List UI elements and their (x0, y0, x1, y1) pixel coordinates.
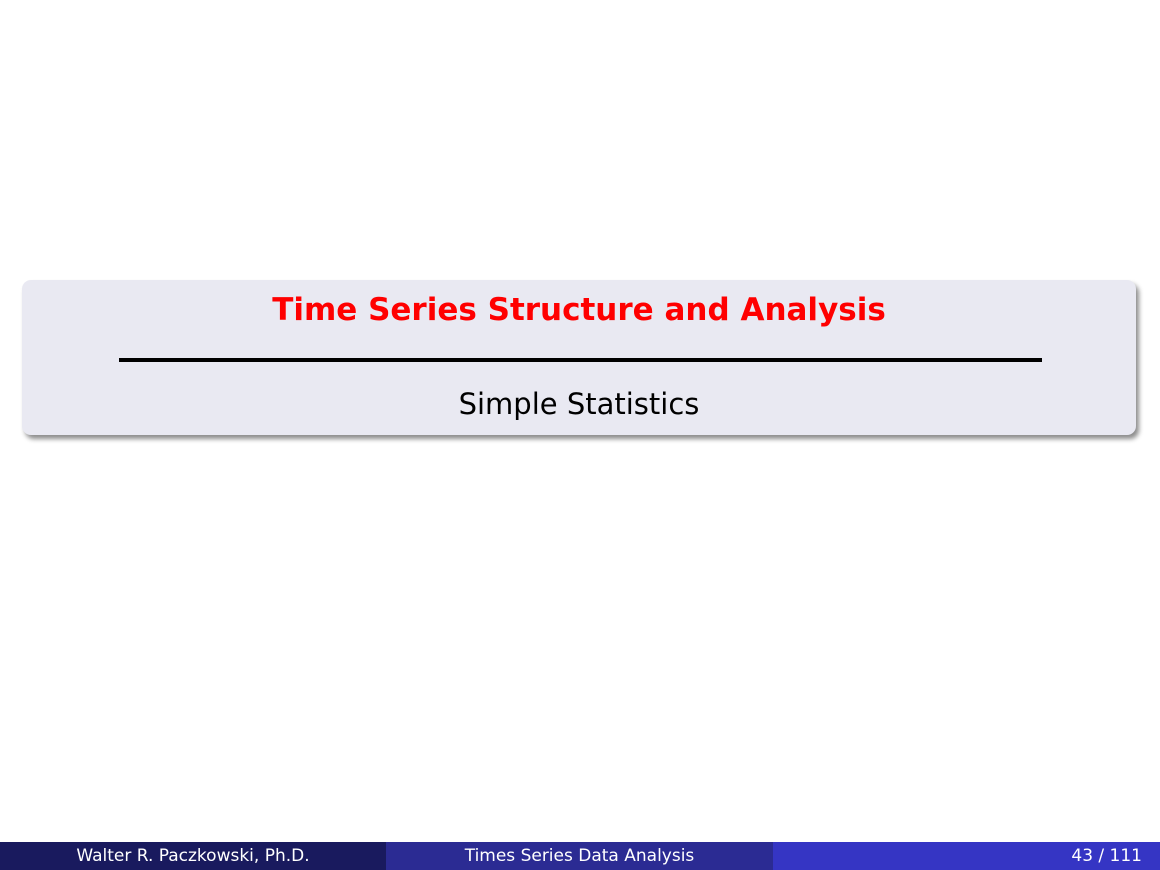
footer-presentation-title: Times Series Data Analysis (386, 842, 773, 870)
footer-bar: Walter R. Paczkowski, Ph.D. Times Series… (0, 842, 1160, 870)
section-title-box: Time Series Structure and Analysis Simpl… (22, 280, 1136, 435)
section-divider (119, 358, 1042, 362)
section-title: Time Series Structure and Analysis (272, 292, 886, 328)
footer-page-number: 43 / 111 (773, 842, 1160, 870)
footer-author: Walter R. Paczkowski, Ph.D. (0, 842, 386, 870)
section-subtitle: Simple Statistics (458, 387, 700, 421)
